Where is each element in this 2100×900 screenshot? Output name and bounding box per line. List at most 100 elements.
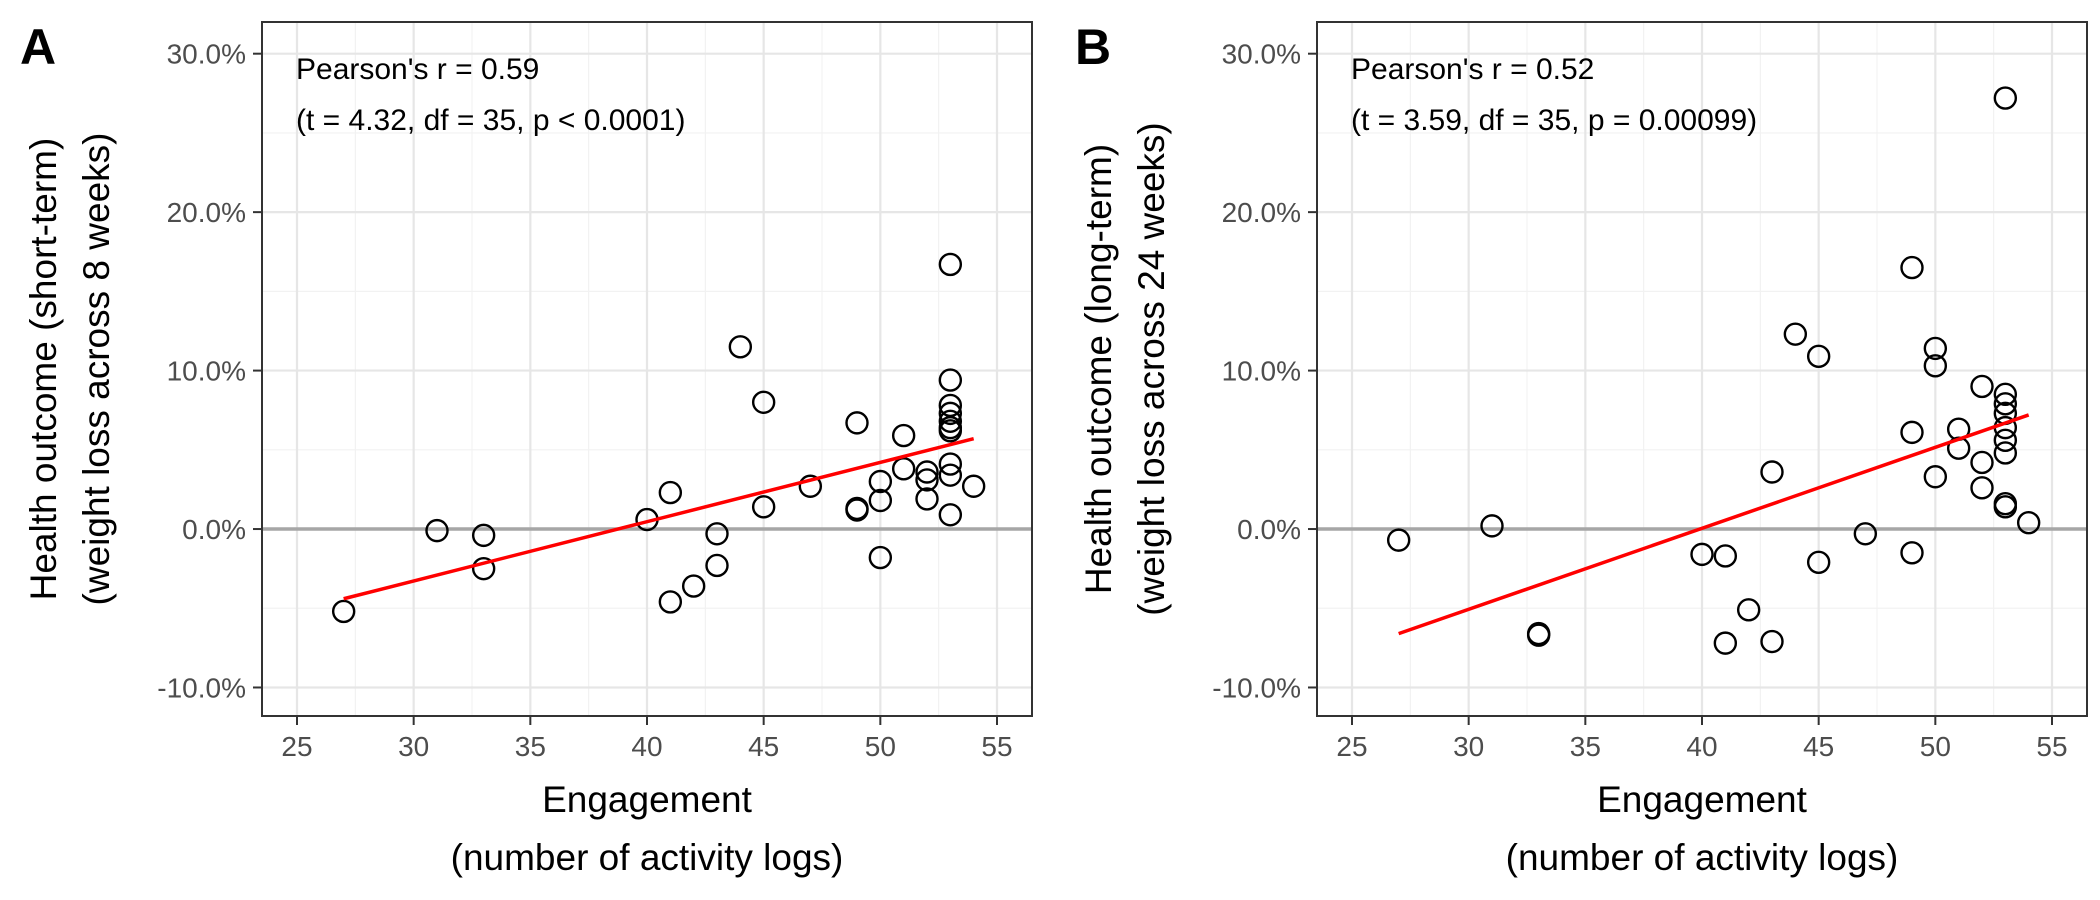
panel-a-data-point [681,574,706,598]
panel-a-x-tick-label: 25 [281,731,312,762]
panel-b-data-point [1993,428,2018,453]
panel-a-y-tick-label: 20.0% [167,197,246,228]
panel-b-data-point [1760,460,1784,484]
panel-b-y-tick-label: 0.0% [1237,514,1301,545]
panel-a-data-point [961,474,986,498]
panel-a-data-point [868,488,893,513]
panel-a-data-point [868,545,893,570]
panel-a-data-point [471,523,496,548]
panel-a-data-point [728,335,753,359]
panel-b-x-tick-label: 55 [2036,731,2067,762]
panel-a-data-point [938,401,963,426]
panel-b-letter: B [1075,19,1111,75]
panel-a-x-axis-subtitle: (number of activity logs) [451,837,844,878]
panel-b-x-tick-label: 50 [1920,731,1951,762]
panel-a-y-tick-label: 0.0% [182,514,246,545]
panel-a-x-tick-label: 55 [981,731,1012,762]
panel-a-data-point [938,419,963,443]
panel-b-data-point [1713,631,1738,655]
panel-b: B 25 30 35 40 45 50 55 -10.0% 0.0% 10.0% 20.0% 30.0… [1075,19,2088,878]
panel-b-data-point [1900,420,1924,445]
panel-a-data-point [845,411,869,435]
panel-b-y-tick-label: 10.0% [1222,356,1301,387]
panel-a-x-tick-label: 40 [631,731,662,762]
panel-a-x-tick-label: 45 [748,731,779,762]
panel-b-data-point [1970,450,1994,475]
panel-a-data-point [425,518,449,543]
panel-b-data-point [1386,528,1411,552]
panel-b-regression-line [1398,413,2030,636]
panel-b-y-tick-label: 20.0% [1222,197,1301,228]
panel-a-data-point [798,474,823,498]
panel-a-data-point [891,423,916,448]
panel-a-x-tick-label: 30 [398,731,429,762]
panel-b-x-tick-label: 40 [1686,731,1717,762]
panel-b-data-point [1900,541,1924,565]
panel-a-x-tick-label: 50 [865,731,896,762]
panel-a: A 25 30 35 40 45 50 55 -10.0% 0.0% 10.0% 20.0% 30.0… [20,19,1033,878]
panel-b-data-point [1970,476,1994,500]
panel-b-data-point [1526,623,1551,647]
panel-b-data-point [1923,465,1948,489]
panel-b-data-point [1993,495,2018,519]
panel-a-y-axis-title: Health outcome (short-term) [23,138,64,601]
panel-a-data-point [705,553,729,578]
panel-b-data-point [1900,255,1924,280]
panel-b-x-axis-title: Engagement [1597,779,1808,820]
panel-b-plot-area: 25 30 35 40 45 50 55 -10.0% 0.0% 10.0% 20.0% 30.0% [1212,21,2088,762]
panel-b-data-point [1736,598,1761,622]
panel-b-x-tick-label: 25 [1336,731,1367,762]
panel-b-annotation-line-2: (t = 3.59, df = 35, p = 0.00099) [1351,104,1757,137]
panel-a-y-axis-subtitle: (weight loss across 8 weeks) [76,133,117,606]
panel-b-y-axis-subtitle: (weight loss across 24 weeks) [1131,122,1172,616]
panel-b-data-point [1923,336,1948,361]
panel-b-x-tick-label: 35 [1570,731,1601,762]
panel-b-data-point [1993,86,2018,110]
panel-a-plot-area: 25 30 35 40 45 50 55 -10.0% 0.0% 10.0% 20.0% 30.0% [157,21,1033,762]
panel-a-data-point [938,409,963,433]
panel-b-data-point [1806,344,1831,369]
panel-b-data-point [1690,542,1714,567]
panel-b-y-axis-title: Health outcome (long-term) [1078,144,1119,594]
panel-a-data-point [915,460,939,484]
panel-b-x-axis-subtitle: (number of activity logs) [1506,837,1899,878]
panel-a-data-point [891,457,916,481]
panel-b-data-point [1923,354,1948,378]
panel-b-x-tick-label: 45 [1803,731,1834,762]
panel-a-data-point [938,452,963,476]
panel-b-data-point [2016,510,2041,535]
panel-a-data-point [915,468,939,492]
panel-b-y-tick-label: 30.0% [1222,39,1301,70]
panel-b-data-point [1993,441,2018,465]
panel-a-data-point [751,390,776,414]
panel-a-data-point [868,469,893,494]
panel-b-x-tick-label: 30 [1453,731,1484,762]
panel-a-data-point [938,368,963,392]
panel-b-y-tick-label: -10.0% [1212,672,1301,703]
panel-b-data-point [1480,514,1504,538]
panel-a-data-point [331,599,356,624]
panel-a-data-point [658,590,683,614]
panel-b-data-point [1783,322,1808,346]
panel-a-y-tick-label: -10.0% [157,672,246,703]
panel-b-data-point [1993,382,2018,407]
panel-a-x-axis-title: Engagement [542,779,753,820]
panel-b-data-point [1970,374,1994,399]
panel-a-y-tick-label: 30.0% [167,39,246,70]
panel-a-annotation-line-1: Pearson's r = 0.59 [296,53,539,86]
panel-b-annotation-line-1: Pearson's r = 0.52 [1351,53,1594,86]
panel-b-data-point [1853,522,1878,546]
panel-a-data-point [705,522,729,546]
panel-a-data-point [938,252,963,277]
panel-a-data-point [915,487,939,511]
panel-a-annotation-line-2: (t = 4.32, df = 35, p < 0.0001) [296,104,685,137]
panel-a-data-point [845,498,869,522]
panel-a-data-point [471,556,496,581]
panel-b-data-point [1993,392,2018,416]
panel-a-data-point [938,463,963,487]
panel-a-data-point [658,480,683,505]
panel-b-data-point [1760,629,1784,654]
panel-a-regression-line [343,437,975,601]
panel-a-letter: A [20,19,56,75]
